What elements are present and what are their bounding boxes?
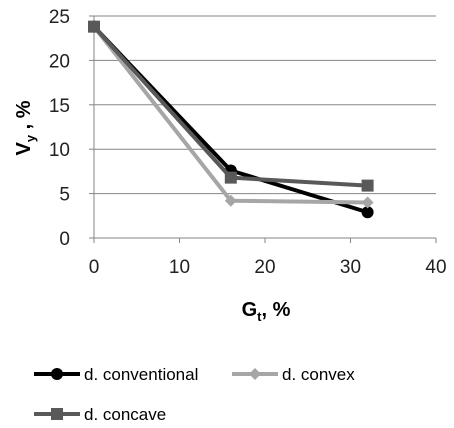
y-tick-label-20: 20 — [49, 51, 70, 72]
legend: d. conventional d. convex d. concave — [34, 365, 355, 424]
data-point-0-2 — [361, 206, 374, 219]
tick-labels: 0 5 10 15 20 25 0 10 20 30 40 — [49, 7, 447, 278]
legend-item-2: d. concave — [34, 405, 166, 424]
x-tick-label-20: 20 — [254, 257, 275, 278]
axes — [89, 15, 437, 243]
legend-label-0: d. conventional — [84, 365, 198, 384]
y-axis-title: Vy , % — [13, 100, 38, 155]
legend-marker-0 — [51, 368, 63, 380]
legend-label-1: d. convex — [282, 365, 355, 384]
x-tick-label-40: 40 — [425, 257, 446, 278]
series-0 — [88, 20, 374, 219]
series-group — [88, 20, 374, 219]
x-axis-title: Gt, % — [242, 299, 291, 324]
series-line-2 — [92, 25, 368, 188]
data-point-2-1 — [224, 171, 237, 184]
legend-marker-1 — [249, 368, 261, 380]
legend-marker-2 — [51, 408, 63, 420]
grid-lines — [94, 15, 436, 195]
y-tick-label-5: 5 — [59, 185, 70, 206]
y-tick-label-10: 10 — [49, 140, 70, 161]
x-tick-label-30: 30 — [340, 257, 361, 278]
data-point-2-2 — [361, 179, 374, 192]
y-tick-label-15: 15 — [49, 96, 70, 117]
legend-label-2: d. concave — [84, 405, 166, 424]
series-2 — [88, 20, 374, 192]
x-tick-label-0: 0 — [89, 257, 100, 278]
legend-item-1: d. convex — [232, 365, 355, 384]
x-tick-label-10: 10 — [169, 257, 190, 278]
data-point-1-1 — [224, 194, 237, 207]
legend-item-0: d. conventional — [34, 365, 198, 384]
data-point-1-2 — [361, 196, 374, 209]
data-point-2-0 — [88, 20, 100, 33]
y-tick-label-25: 25 — [49, 7, 70, 28]
y-tick-label-0: 0 — [59, 229, 70, 250]
